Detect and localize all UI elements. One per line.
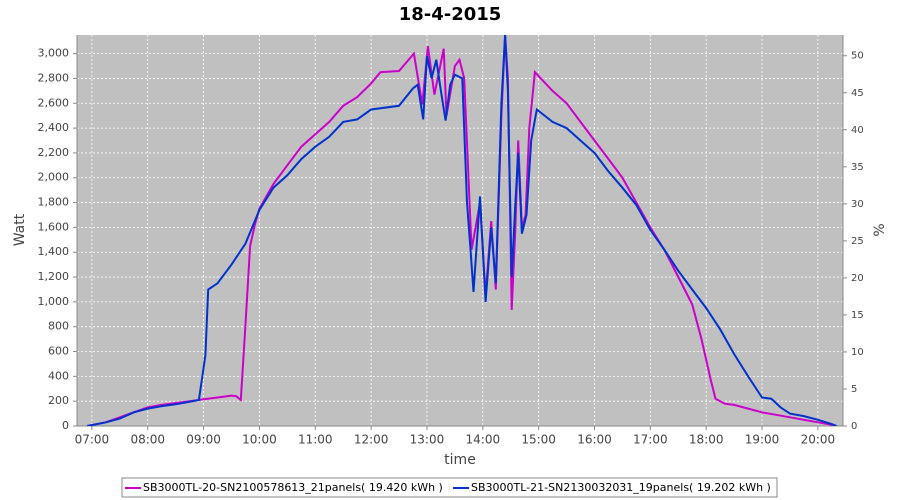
x-tick-label: 13:00 — [410, 433, 445, 447]
y-tick-label: 1,800 — [38, 196, 70, 209]
x-tick-label: 16:00 — [577, 433, 612, 447]
y2-tick-label: 15 — [851, 310, 864, 321]
y-tick-label: 2,800 — [38, 71, 70, 84]
y2-tick-label: 50 — [851, 51, 864, 62]
x-tick-label: 14:00 — [466, 433, 501, 447]
series-line — [87, 35, 837, 426]
chart-title: 18-4-2015 — [399, 4, 502, 25]
y2-tick-label: 25 — [851, 236, 864, 247]
y2-tick-label: 10 — [851, 347, 864, 358]
legend — [121, 477, 778, 498]
x-axis-label: time — [444, 452, 476, 468]
x-tick-label: 07:00 — [75, 433, 110, 447]
y-tick-label: 1,600 — [38, 220, 70, 233]
x-tick-label: 19:00 — [745, 433, 780, 447]
legend-label: SB3000TL-20-SN2100578613_21panels( 19.42… — [143, 481, 443, 494]
legend-label: SB3000TL-21-SN2130032031_19panels( 19.20… — [471, 481, 771, 494]
y2-tick-label: 5 — [851, 384, 857, 395]
y2-tick-label: 40 — [851, 125, 864, 136]
x-tick-label: 20:00 — [801, 433, 836, 447]
y2-tick-label: 35 — [851, 162, 864, 173]
y-tick-label: 400 — [48, 369, 69, 382]
y2-tick-label: 0 — [851, 421, 857, 432]
x-tick-label: 12:00 — [354, 433, 389, 447]
y-tick-label: 800 — [48, 320, 69, 333]
plot-area — [77, 35, 843, 426]
y-tick-label: 3,000 — [38, 47, 70, 60]
y-tick-label: 2,200 — [38, 146, 70, 159]
y2-tick-label: 20 — [851, 273, 864, 284]
x-tick-label: 08:00 — [130, 433, 165, 447]
y-tick-label: 2,400 — [38, 121, 70, 134]
y-tick-label: 2,600 — [38, 96, 70, 109]
x-tick-label: 15:00 — [521, 433, 556, 447]
y-tick-label: 2,000 — [38, 171, 70, 184]
y2-tick-label: 45 — [851, 88, 864, 99]
x-tick-label: 17:00 — [633, 433, 668, 447]
y-tick-label: 600 — [48, 345, 69, 358]
y2-tick-label: 30 — [851, 199, 864, 210]
y-tick-label: 1,000 — [38, 295, 70, 308]
x-tick-label: 11:00 — [298, 433, 333, 447]
y2-axis-label: % — [872, 223, 888, 236]
y-axis-label: Watt — [12, 213, 28, 246]
y-tick-label: 1,400 — [38, 245, 70, 258]
x-tick-label: 18:00 — [689, 433, 724, 447]
x-tick-label: 09:00 — [186, 433, 221, 447]
y-tick-label: 200 — [48, 394, 69, 407]
y-tick-label: 1,200 — [38, 270, 70, 283]
y-tick-label: 0 — [62, 419, 69, 432]
x-tick-label: 10:00 — [242, 433, 277, 447]
